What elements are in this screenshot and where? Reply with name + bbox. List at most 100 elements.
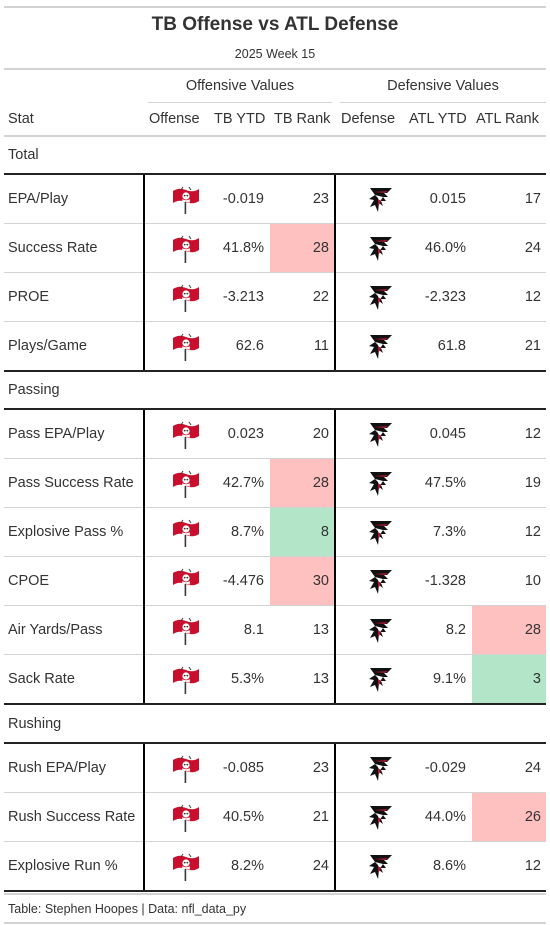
column-header-tb-ytd: TB YTD bbox=[214, 111, 266, 127]
buccaneers-flag-icon bbox=[171, 754, 201, 784]
falcons-logo-icon bbox=[366, 567, 396, 597]
tb-rank-value: 22 bbox=[312, 289, 329, 305]
row-group-label-rushing: Rushing bbox=[8, 716, 62, 732]
tb-rank-value: 24 bbox=[312, 858, 329, 874]
atl-ytd-value: 8.2 bbox=[445, 622, 466, 638]
table-row: PROE -3.213 22 -2.323 12 bbox=[4, 273, 546, 322]
falcons-logo-icon bbox=[366, 803, 396, 833]
stat-label: Pass Success Rate bbox=[8, 475, 134, 491]
tb-rank-value: 23 bbox=[312, 191, 329, 207]
row-group-divider bbox=[4, 173, 546, 175]
atl-rank-value: 12 bbox=[524, 524, 541, 540]
row-group-divider bbox=[4, 408, 546, 410]
buccaneers-flag-icon bbox=[171, 665, 201, 695]
stat-label: Plays/Game bbox=[8, 338, 87, 354]
table-row: Explosive Run % 8.2% 24 8.6% 12 bbox=[4, 842, 546, 891]
row-divider bbox=[4, 223, 546, 224]
footer-bottom-border bbox=[4, 922, 546, 924]
column-header-atl-rank: ATL Rank bbox=[476, 111, 539, 127]
atl-ytd-value: 7.3% bbox=[432, 524, 466, 540]
tb-rank-value: 28 bbox=[312, 475, 329, 491]
atl-rank-value: 10 bbox=[524, 573, 541, 589]
row-divider bbox=[4, 792, 546, 793]
row-divider bbox=[4, 841, 546, 842]
table-row: Sack Rate 5.3% 13 9.1% 3 bbox=[4, 655, 546, 704]
rank-highlight bbox=[472, 793, 546, 841]
row-divider bbox=[4, 507, 546, 508]
tb-rank-value: 30 bbox=[312, 573, 329, 589]
tb-ytd-value: 8.2% bbox=[230, 858, 264, 874]
atl-ytd-value: 61.8 bbox=[437, 338, 466, 354]
atl-rank-value: 17 bbox=[524, 191, 541, 207]
tb-rank-value: 21 bbox=[312, 809, 329, 825]
tb-ytd-value: -0.085 bbox=[222, 760, 264, 776]
atl-rank-value: 24 bbox=[524, 760, 541, 776]
table-row: Air Yards/Pass 8.1 13 8.2 28 bbox=[4, 606, 546, 655]
atl-ytd-value: 9.1% bbox=[432, 671, 466, 687]
buccaneers-flag-icon bbox=[171, 852, 201, 882]
rank-highlight bbox=[270, 459, 334, 507]
row-divider bbox=[4, 458, 546, 459]
atl-rank-value: 19 bbox=[524, 475, 541, 491]
tb-rank-value: 20 bbox=[312, 426, 329, 442]
atl-rank-value: 12 bbox=[524, 426, 541, 442]
stat-label: CPOE bbox=[8, 573, 50, 589]
atl-rank-value: 3 bbox=[532, 671, 541, 687]
spanner-defensive-values: Defensive Values bbox=[387, 78, 499, 94]
row-divider bbox=[4, 321, 546, 322]
table-row: Success Rate 41.8% 28 46.0% 24 bbox=[4, 224, 546, 273]
atl-rank-value: 24 bbox=[524, 240, 541, 256]
stat-label: Pass EPA/Play bbox=[8, 426, 105, 442]
atl-ytd-value: 47.5% bbox=[424, 475, 466, 491]
table-row: Explosive Pass % 8.7% 8 7.3% 12 bbox=[4, 508, 546, 557]
column-header-offense: Offense bbox=[149, 111, 200, 127]
row-group-label-total: Total bbox=[8, 147, 39, 163]
column-header-stat: Stat bbox=[8, 111, 34, 127]
table-bottom-border bbox=[4, 893, 546, 895]
rank-highlight bbox=[472, 655, 546, 703]
atl-ytd-value: 0.015 bbox=[429, 191, 466, 207]
falcons-logo-icon bbox=[366, 616, 396, 646]
row-divider bbox=[4, 654, 546, 655]
column-header-atl-ytd: ATL YTD bbox=[409, 111, 467, 127]
atl-ytd-value: -2.323 bbox=[424, 289, 466, 305]
falcons-logo-icon bbox=[366, 754, 396, 784]
atl-ytd-value: 46.0% bbox=[424, 240, 466, 256]
falcons-logo-icon bbox=[366, 283, 396, 313]
table-row: EPA/Play -0.019 23 0.015 17 bbox=[4, 175, 546, 224]
tb-rank-value: 13 bbox=[312, 671, 329, 687]
tb-rank-value: 8 bbox=[320, 524, 329, 540]
tb-rank-value: 23 bbox=[312, 760, 329, 776]
atl-ytd-value: -0.029 bbox=[424, 760, 466, 776]
stat-label: Explosive Pass % bbox=[8, 524, 124, 540]
stat-label: Rush EPA/Play bbox=[8, 760, 107, 776]
rank-highlight bbox=[270, 508, 334, 556]
offense-column-border bbox=[143, 744, 145, 891]
table-subtitle: 2025 Week 15 bbox=[234, 47, 316, 61]
atl-ytd-value: 8.6% bbox=[432, 858, 466, 874]
falcons-logo-icon bbox=[366, 518, 396, 548]
row-group-label-passing: Passing bbox=[8, 382, 60, 398]
tb-ytd-value: 0.023 bbox=[227, 426, 264, 442]
atl-ytd-value: 44.0% bbox=[424, 809, 466, 825]
tb-ytd-value: 40.5% bbox=[222, 809, 264, 825]
buccaneers-flag-icon bbox=[171, 185, 201, 215]
tb-rank-value: 28 bbox=[312, 240, 329, 256]
buccaneers-flag-icon bbox=[171, 518, 201, 548]
stat-label: Sack Rate bbox=[8, 671, 75, 687]
table-title: TB Offense vs ATL Defense bbox=[151, 14, 399, 35]
column-header-tb-rank: TB Rank bbox=[274, 111, 331, 127]
table-row: CPOE -4.476 30 -1.328 10 bbox=[4, 557, 546, 606]
tb-rank-value: 11 bbox=[313, 338, 329, 354]
falcons-logo-icon bbox=[366, 420, 396, 450]
spanner-offensive-line bbox=[148, 102, 332, 103]
rank-highlight bbox=[270, 557, 334, 605]
buccaneers-flag-icon bbox=[171, 420, 201, 450]
row-divider bbox=[4, 556, 546, 557]
stat-label: Rush Success Rate bbox=[8, 809, 136, 825]
spanner-defensive-line bbox=[340, 102, 546, 103]
atl-rank-value: 21 bbox=[524, 338, 541, 354]
stat-label: Explosive Run % bbox=[8, 858, 118, 874]
tb-ytd-value: 41.8% bbox=[222, 240, 264, 256]
buccaneers-flag-icon bbox=[171, 803, 201, 833]
